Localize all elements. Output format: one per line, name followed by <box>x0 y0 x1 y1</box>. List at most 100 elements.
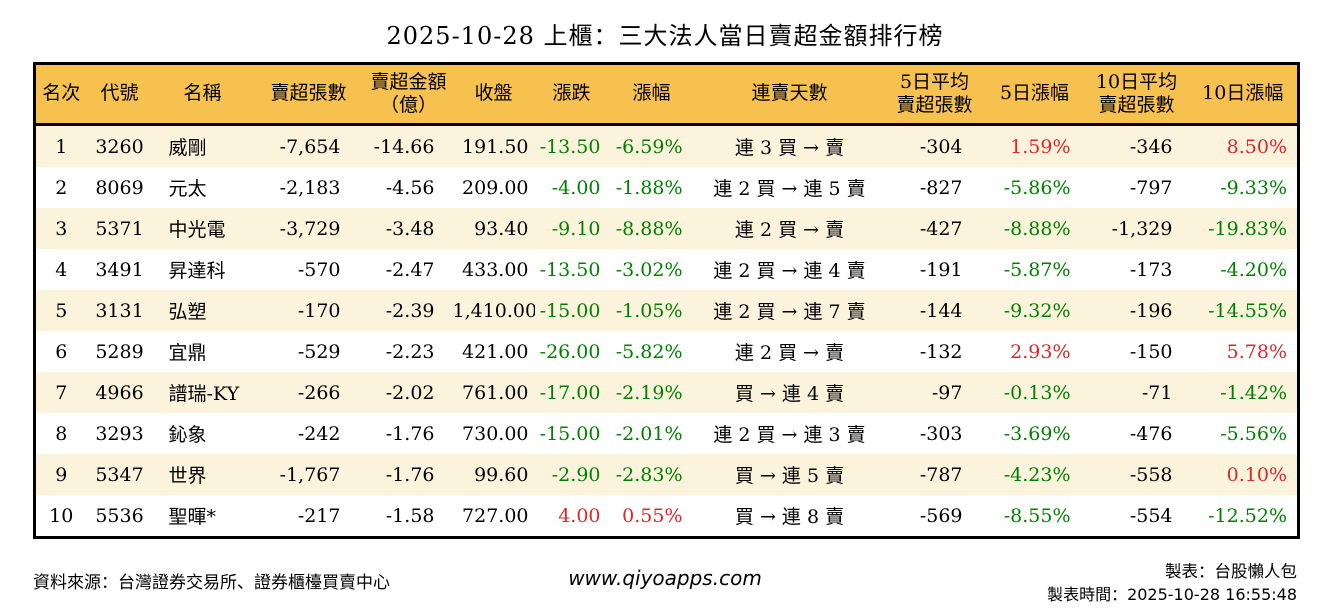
avg5-net-sell-shares-cell: -303 <box>919 422 963 445</box>
net-sell-amount-cell: -2.23 <box>385 340 435 363</box>
price-change-pct-cell: -6.59% <box>615 135 683 158</box>
close-price-cell: 209.00 <box>462 176 529 199</box>
net-sell-shares-cell: -2,183 <box>279 176 341 199</box>
change-pct-10d-cell: 5.78% <box>1226 340 1287 363</box>
change-pct-5d-cell: -3.69% <box>1003 422 1071 445</box>
stock-name-cell: 弘塑 <box>168 301 207 323</box>
stock-name-cell: 元太 <box>168 178 207 200</box>
avg5-net-sell-shares-cell: -827 <box>919 176 963 199</box>
net-sell-amount-cell: -3.48 <box>385 217 435 240</box>
price-change-cell: -2.90 <box>551 463 601 486</box>
stock-code-cell: 3131 <box>95 299 144 322</box>
column-header-change-pct-5d: 5日漲幅 <box>984 63 1085 126</box>
footer: 資料來源：台灣證券交易所、證券櫃檯買賣中心 www.qiyoapps.com 製… <box>33 560 1297 610</box>
table-row: 1 3260 威剛 -7,654 -14.66 191.50 -13.50 -6.59% 連 3… <box>34 124 1299 167</box>
change-pct-10d-cell: -9.33% <box>1220 176 1287 199</box>
data-source-note: 資料來源：台灣證券交易所、證券櫃檯買賣中心 <box>33 573 390 593</box>
avg10-net-sell-shares-cell: -173 <box>1129 258 1173 281</box>
column-header-buy-sell-streak: 連賣天數 <box>694 63 885 126</box>
stock-name-cell: 昇達科 <box>168 260 226 282</box>
price-change-pct-cell: -1.88% <box>615 176 683 199</box>
change-pct-10d-cell: 8.50% <box>1226 135 1287 158</box>
close-price-cell: 421.00 <box>462 340 529 363</box>
stock-code-cell: 5371 <box>95 217 144 240</box>
page-title: 2025-10-28 上櫃：三大法人當日賣超金額排行榜 <box>386 22 944 50</box>
stock-name-cell: 鈊象 <box>168 424 207 446</box>
net-sell-amount-cell: -1.76 <box>385 463 435 486</box>
change-pct-10d-cell: -4.20% <box>1220 258 1287 281</box>
change-pct-5d-cell: 1.59% <box>1010 135 1071 158</box>
column-header-avg10-net-sell-shares: 10日平均 賣超張數 <box>1084 63 1189 126</box>
column-header-close-price: 收盤 <box>452 63 535 126</box>
buy-sell-streak-cell: 連 3 買 → 賣 <box>734 137 845 159</box>
avg10-net-sell-shares-cell: -196 <box>1129 299 1173 322</box>
avg10-net-sell-shares-cell: -558 <box>1129 463 1173 486</box>
stock-name-cell: 世界 <box>168 465 207 487</box>
avg10-net-sell-shares-cell: -346 <box>1129 135 1173 158</box>
website-url: www.qiyoapps.com <box>568 566 762 590</box>
table-body: 1 3260 威剛 -7,654 -14.66 191.50 -13.50 -6.59% 連 3… <box>34 124 1299 538</box>
change-pct-5d-cell: -8.55% <box>1003 504 1071 527</box>
change-pct-5d-cell: -9.32% <box>1003 299 1071 322</box>
stock-name-cell: 威剛 <box>168 137 207 159</box>
close-price-cell: 433.00 <box>462 258 529 281</box>
rank-cell: 5 <box>55 299 68 322</box>
avg10-net-sell-shares-cell: -150 <box>1129 340 1173 363</box>
net-sell-shares-cell: -529 <box>297 340 341 363</box>
price-change-pct-cell: -2.19% <box>615 381 683 404</box>
header-row: 名次 代號 名稱 賣超張數 賣超金額 （億） 收盤 漲跌 漲幅 連賣天數 5日平均 賣超張數 5日漲… <box>34 63 1299 126</box>
net-sell-shares-cell: -7,654 <box>279 135 341 158</box>
table-row: 3 5371 中光電 -3,729 -3.48 93.40 -9.10 -8.88% 連 2 買… <box>34 208 1299 249</box>
close-price-cell: 730.00 <box>462 422 529 445</box>
close-price-cell: 727.00 <box>462 504 529 527</box>
price-change-cell: -15.00 <box>539 299 601 322</box>
stock-code-cell: 8069 <box>95 176 144 199</box>
price-change-pct-cell: -1.05% <box>615 299 683 322</box>
rank-cell: 2 <box>55 176 68 199</box>
avg5-net-sell-shares-cell: -97 <box>931 381 963 404</box>
price-change-cell: -4.00 <box>551 176 601 199</box>
column-header-price-change-pct: 漲幅 <box>608 63 695 126</box>
close-price-cell: 1,410.00 <box>452 299 535 322</box>
rank-cell: 4 <box>55 258 68 281</box>
net-sell-amount-cell: -2.02 <box>385 381 435 404</box>
table-row: 5 3131 弘塑 -170 -2.39 1,410.00 -15.00 -1.05% 連 2 … <box>34 290 1299 331</box>
change-pct-10d-cell: -5.56% <box>1220 422 1287 445</box>
column-header-price-change: 漲跌 <box>534 63 609 126</box>
net-sell-shares-cell: -170 <box>297 299 341 322</box>
stock-code-cell: 4966 <box>95 381 144 404</box>
stock-code-cell: 5289 <box>95 340 144 363</box>
buy-sell-streak-cell: 連 2 買 → 連 7 賣 <box>713 301 866 323</box>
rank-cell: 1 <box>55 135 68 158</box>
buy-sell-streak-cell: 連 2 買 → 賣 <box>734 219 845 241</box>
buy-sell-streak-cell: 連 2 買 → 連 3 賣 <box>713 424 866 446</box>
price-change-cell: -17.00 <box>539 381 601 404</box>
table-row: 6 5289 宜鼎 -529 -2.23 421.00 -26.00 -5.82% 連 2 買 … <box>34 331 1299 372</box>
net-sell-amount-cell: -1.58 <box>385 504 435 527</box>
stock-code-cell: 5347 <box>95 463 144 486</box>
rank-cell: 10 <box>49 504 74 527</box>
buy-sell-streak-cell: 買 → 連 5 賣 <box>734 465 845 487</box>
net-sell-amount-cell: -2.47 <box>385 258 435 281</box>
price-change-cell: -13.50 <box>539 135 601 158</box>
rank-cell: 8 <box>55 422 68 445</box>
stock-name-cell: 譜瑞-KY <box>168 383 240 405</box>
stock-code-cell: 3293 <box>95 422 144 445</box>
price-change-pct-cell: 0.55% <box>622 504 683 527</box>
net-sell-shares-cell: -266 <box>297 381 341 404</box>
change-pct-5d-cell: -8.88% <box>1003 217 1071 240</box>
rank-cell: 3 <box>55 217 68 240</box>
avg5-net-sell-shares-cell: -191 <box>919 258 963 281</box>
stock-code-cell: 5536 <box>95 504 144 527</box>
price-change-pct-cell: -3.02% <box>615 258 683 281</box>
price-change-cell: -15.00 <box>539 422 601 445</box>
stock-name-cell: 中光電 <box>168 219 226 241</box>
rank-cell: 6 <box>55 340 68 363</box>
change-pct-5d-cell: -5.87% <box>1003 258 1071 281</box>
avg5-net-sell-shares-cell: -144 <box>919 299 963 322</box>
table-row: 9 5347 世界 -1,767 -1.76 99.60 -2.90 -2.83% 買 → 連 … <box>34 454 1299 495</box>
net-sell-amount-cell: -2.39 <box>385 299 435 322</box>
change-pct-10d-cell: -14.55% <box>1208 299 1287 322</box>
avg5-net-sell-shares-cell: -304 <box>919 135 963 158</box>
column-header-net-sell-amount: 賣超金額 （億） <box>364 63 453 126</box>
